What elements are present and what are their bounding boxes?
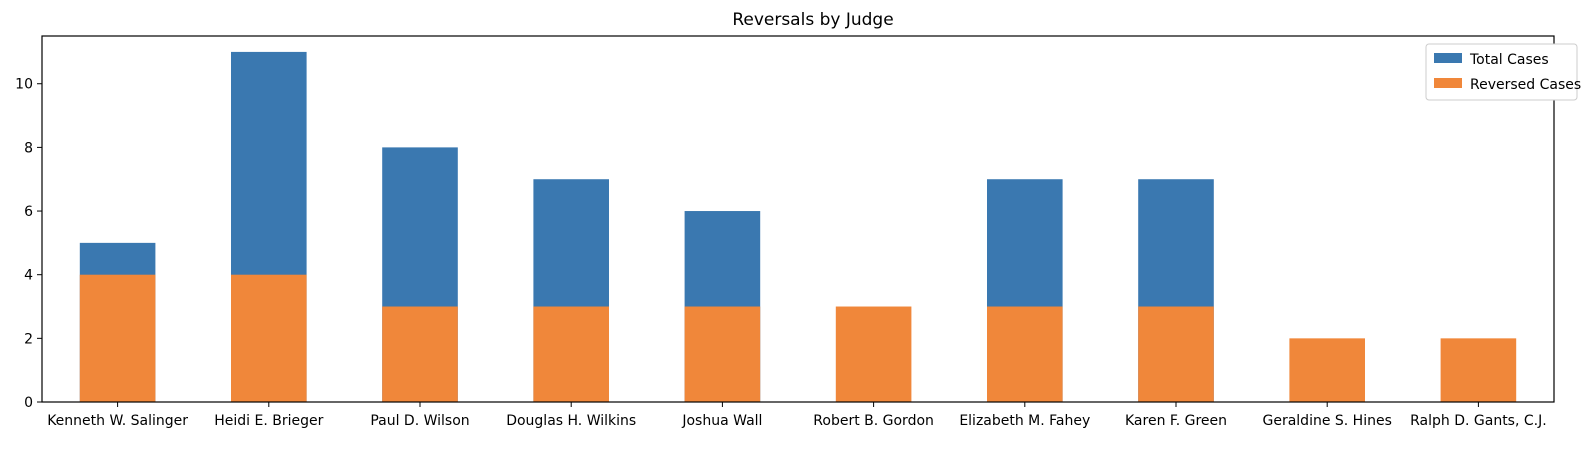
y-tick-label-10: 10 <box>15 77 33 93</box>
x-tick-label-elizabeth-m-fahey: Elizabeth M. Fahey <box>959 413 1090 429</box>
bar-reversed-cases-douglas-h-wilkins <box>533 306 609 402</box>
legend-label-reversed-cases: Reversed Cases <box>1470 77 1581 93</box>
legend-swatch-total-cases <box>1434 53 1462 63</box>
y-tick-label-4: 4 <box>24 268 33 284</box>
x-tick-label-robert-b-gordon: Robert B. Gordon <box>813 413 934 429</box>
x-tick-label-kenneth-w-salinger: Kenneth W. Salinger <box>47 413 188 429</box>
plot-area: 0 2 4 6 8 10 Kenneth W. Salinger Heidi E. Brieg… <box>15 35 1555 429</box>
x-tick-label-douglas-h-wilkins: Douglas H. Wilkins <box>506 413 636 429</box>
legend-box <box>1425 43 1578 101</box>
bar-reversed-cases-elizabeth-m-fahey <box>987 306 1063 402</box>
legend-swatch-reversed-cases <box>1434 78 1462 88</box>
x-tick-label-ralph-d-gants-c-j: Ralph D. Gants, C.J. <box>1410 413 1547 429</box>
bar-reversed-cases-karen-f-green <box>1138 306 1214 402</box>
bar-reversed-cases-paul-d-wilson <box>382 306 458 402</box>
bar-reversed-cases-kenneth-w-salinger <box>79 274 156 402</box>
x-tick-label-geraldine-s-hines: Geraldine S. Hines <box>1263 413 1392 429</box>
bar-reversed-cases-ralph-d-gants-c-j <box>1440 338 1517 402</box>
x-tick-label-paul-d-wilson: Paul D. Wilson <box>370 413 469 429</box>
y-tick-label-0: 0 <box>24 395 33 411</box>
y-tick-label-2: 2 <box>24 331 33 347</box>
bar-reversed-cases-geraldine-s-hines <box>1289 338 1365 402</box>
x-tick-label-karen-f-green: Karen F. Green <box>1125 413 1227 429</box>
bar-reversed-cases-robert-b-gordon <box>835 306 912 402</box>
axes-frame <box>41 35 1555 403</box>
legend-label-total-cases: Total Cases <box>1469 52 1549 68</box>
bar-reversed-cases-heidi-e-brieger <box>231 274 307 402</box>
x-tick-label-joshua-wall: Joshua Wall <box>681 413 762 429</box>
legend: Total Cases Reversed Cases <box>1425 43 1581 101</box>
chart-title: Reversals by Judge <box>732 10 893 30</box>
y-tick-label-8: 8 <box>24 140 33 156</box>
x-tick-label-heidi-e-brieger: Heidi E. Brieger <box>214 413 323 429</box>
y-tick-label-6: 6 <box>24 204 33 220</box>
bar-reversed-cases-joshua-wall <box>684 306 761 402</box>
